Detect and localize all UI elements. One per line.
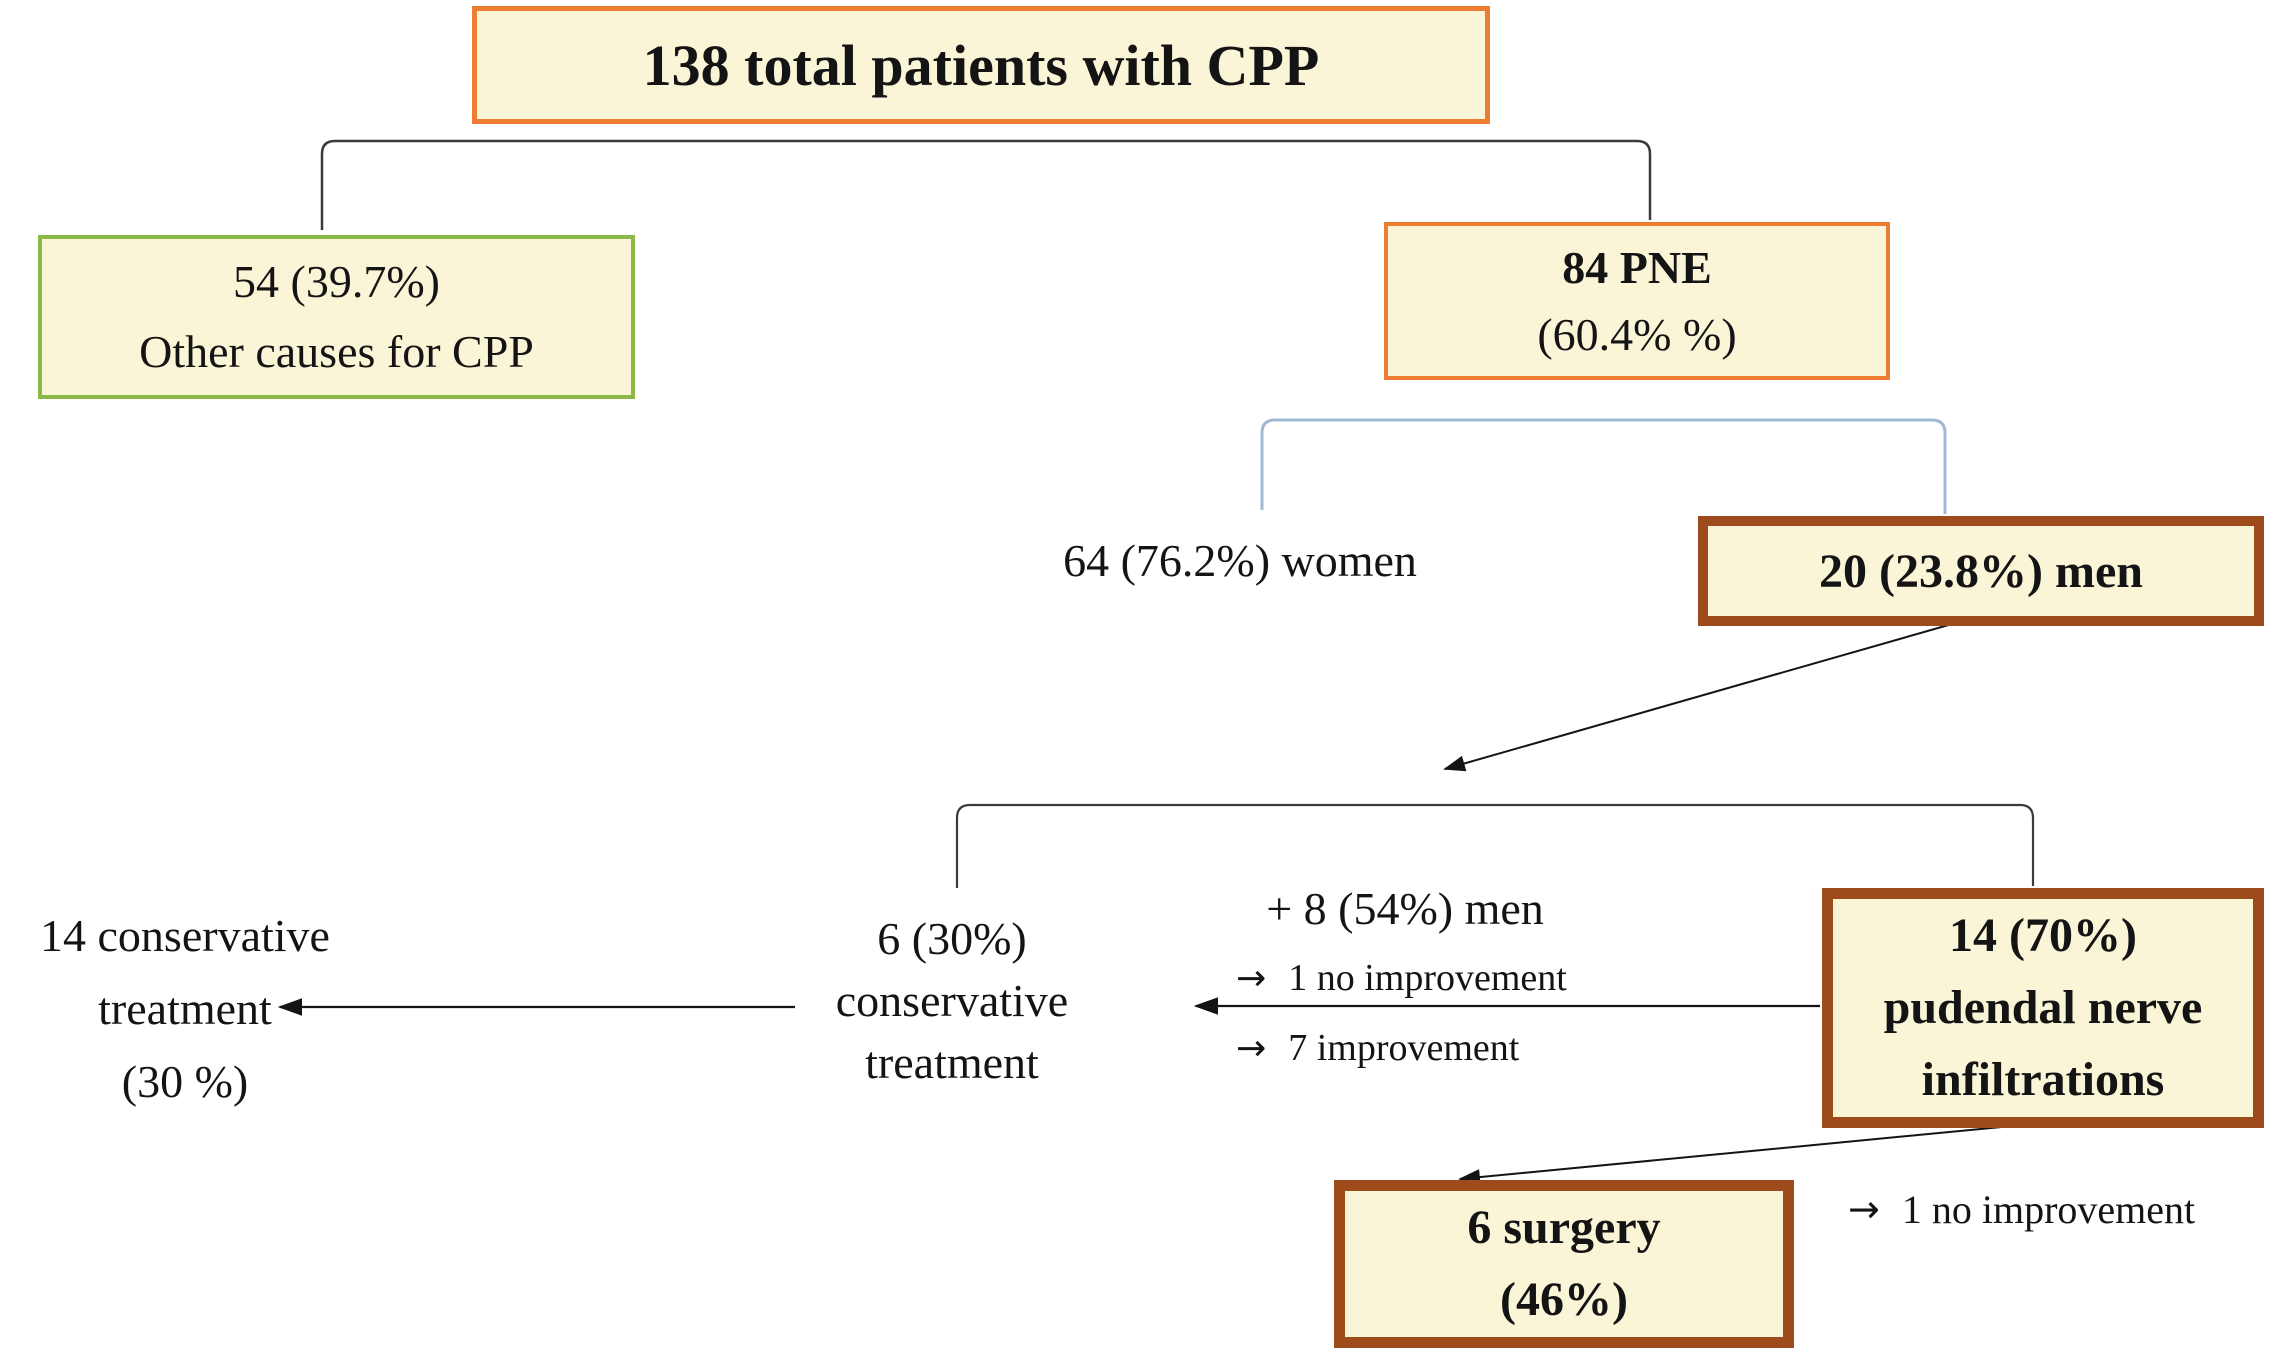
conservative-treatment-6-label: 6 (30%) conservative treatment <box>835 913 1069 1088</box>
pudendal-infiltrations-box: 14 (70%) pudendal nerve infiltrations <box>1822 888 2264 1128</box>
surgery-box: 6 surgery (46%) <box>1334 1180 1794 1348</box>
no-improvement-bottom-label: → 1 no improvement <box>1848 1186 2196 1232</box>
bracket-men-split <box>955 803 2035 888</box>
men-box: 20 (23.8%) men <box>1698 516 2264 626</box>
other-causes-label: Other causes for CPP <box>139 326 534 377</box>
right-arrow-icon: → <box>1236 1027 1267 1069</box>
pne-box: 84 PNE (60.4% %) <box>1384 222 1890 380</box>
other-causes-count: 54 (39.7%) <box>233 256 440 307</box>
total-patients-text: 138 total patients with CPP <box>642 32 1320 98</box>
total-patients-box: 138 total patients with CPP <box>472 6 1490 124</box>
no-improvement-mid-label: → 1 no improvement <box>1236 957 1567 999</box>
plus-men-label: + 8 (54%) men <box>1266 882 1544 934</box>
pne-percent: (60.4% %) <box>1537 309 1737 360</box>
bracket-pne-split <box>1260 418 1947 514</box>
arrow-men-to-group <box>1443 623 1953 772</box>
right-arrow-icon: → <box>1236 957 1267 999</box>
conservative-treatment-14-label: 14 conservative treatment (30 %) <box>40 910 330 1107</box>
pne-count: 84 PNE <box>1562 242 1712 293</box>
improvement-mid-label: → 7 improvement <box>1236 1027 1520 1069</box>
bracket-total-split <box>320 139 1652 230</box>
women-label: 64 (76.2%) women <box>1063 534 1417 586</box>
men-text: 20 (23.8%) men <box>1819 544 2143 598</box>
arrow-infiltration-to-surgery <box>1458 1125 2013 1186</box>
other-causes-box: 54 (39.7%) Other causes for CPP <box>38 235 635 399</box>
right-arrow-icon: → <box>1848 1187 1880 1231</box>
